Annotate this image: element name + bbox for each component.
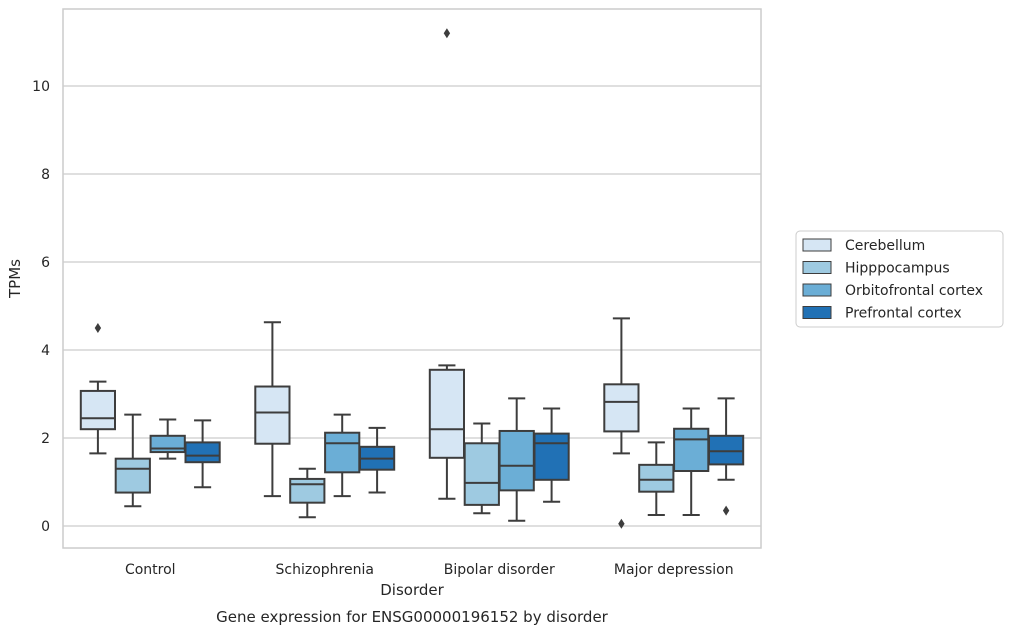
outlier-point bbox=[94, 323, 102, 333]
box-iqr bbox=[149, 434, 186, 454]
box-iqr bbox=[638, 463, 675, 493]
y-tick-label: 0 bbox=[41, 519, 50, 535]
chart-caption: Gene expression for ENSG00000196152 by d… bbox=[216, 608, 609, 626]
box-1-1 bbox=[289, 467, 326, 519]
outlier-point bbox=[618, 518, 625, 529]
box-iqr bbox=[463, 442, 500, 506]
legend-swatch bbox=[802, 283, 832, 297]
y-tick-label: 4 bbox=[41, 343, 50, 359]
x-tick-label: Bipolar disorder bbox=[444, 562, 555, 578]
y-axis-label: TPMs bbox=[6, 259, 24, 299]
plot-frame bbox=[62, 8, 762, 549]
x-axis-label: Disorder bbox=[380, 581, 444, 599]
box-3-3 bbox=[707, 397, 745, 516]
outlier-point bbox=[443, 28, 451, 39]
box-iqr bbox=[533, 432, 570, 481]
x-tick-label: Schizophrenia bbox=[276, 562, 374, 578]
y-tick-label: 10 bbox=[32, 79, 50, 95]
box-2-3 bbox=[533, 407, 570, 503]
legend-label: Orbitofrontal cortex bbox=[845, 283, 983, 299]
box-3-0 bbox=[603, 317, 640, 455]
box-iqr bbox=[603, 383, 640, 433]
box-2-0 bbox=[428, 28, 466, 500]
legend: Cerebellum Hipppocampus Orbitofrontal cort… bbox=[795, 230, 1004, 328]
box-3-2 bbox=[673, 407, 710, 516]
box-iqr bbox=[79, 389, 117, 431]
legend-label: Hipppocampus bbox=[845, 261, 950, 277]
box-2-1 bbox=[463, 422, 500, 515]
box-0-0 bbox=[79, 323, 117, 455]
y-tick-label: 8 bbox=[41, 167, 50, 183]
box-iqr bbox=[498, 429, 535, 492]
box-1-2 bbox=[324, 413, 361, 498]
legend-label: Cerebellum bbox=[845, 238, 925, 254]
legend-label: Prefrontal cortex bbox=[845, 306, 962, 322]
y-tick-label: 6 bbox=[41, 255, 50, 271]
box-1-3 bbox=[358, 426, 396, 494]
box-1-0 bbox=[254, 321, 291, 498]
box-0-3 bbox=[184, 419, 221, 489]
box-plots bbox=[79, 28, 745, 529]
box-iqr bbox=[324, 431, 361, 474]
box-iqr bbox=[428, 368, 466, 459]
box-iqr bbox=[289, 477, 326, 504]
legend-swatch bbox=[802, 306, 832, 319]
box-0-1 bbox=[114, 413, 151, 508]
box-iqr bbox=[184, 441, 221, 464]
x-tick-label: Major depression bbox=[614, 562, 734, 578]
box-iqr bbox=[673, 427, 710, 473]
x-tick-label: Control bbox=[125, 562, 176, 578]
x-tick-labels: Control Schizophrenia Bipolar disorder Majo… bbox=[125, 562, 734, 578]
box-2-2 bbox=[498, 397, 535, 522]
y-tick-labels: 0 2 4 6 8 10 bbox=[32, 79, 50, 535]
box-iqr bbox=[254, 385, 291, 445]
legend-frame bbox=[795, 230, 1004, 328]
legend-swatch bbox=[802, 238, 832, 252]
legend-swatch bbox=[802, 261, 832, 274]
box-iqr bbox=[707, 434, 745, 466]
box-iqr bbox=[114, 457, 151, 494]
box-0-2 bbox=[149, 418, 186, 460]
outlier-point bbox=[722, 505, 730, 516]
box-3-1 bbox=[638, 441, 675, 516]
y-tick-label: 2 bbox=[41, 431, 50, 447]
